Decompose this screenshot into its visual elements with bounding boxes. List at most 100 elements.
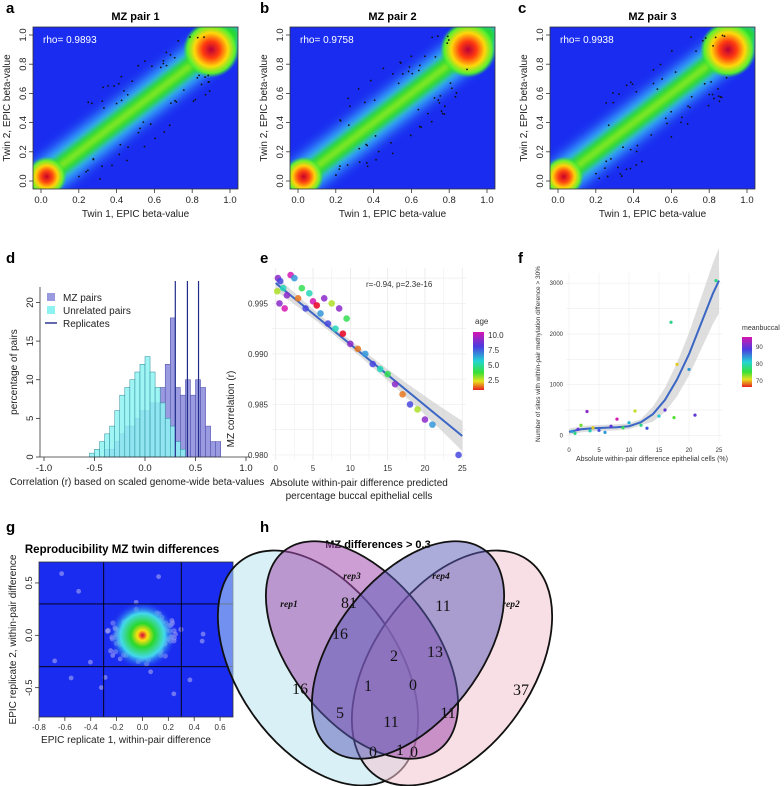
a-outlier-point xyxy=(174,99,176,102)
b-outlier-point xyxy=(346,164,349,166)
panel-f-scatter: 0 5 10 15 20 25 0 1000 2000 3000 Absolute within-p… xyxy=(535,247,780,463)
c-outlier-point xyxy=(710,80,712,83)
f-legend-tick-label: 80 xyxy=(756,362,763,368)
histogram-bar-mz xyxy=(200,387,206,458)
e-x-axis-label-line2: percentage buccal epithelial cells xyxy=(286,491,433,502)
a-outlier-point xyxy=(117,82,120,85)
f-data-point xyxy=(657,414,661,418)
histogram-bar-unrelated xyxy=(175,441,181,458)
b-outlier-point xyxy=(338,165,341,168)
b-outlier-point xyxy=(446,35,449,38)
a-outlier-point xyxy=(203,36,205,39)
b-outlier-point xyxy=(443,113,446,116)
b-rho-annotation: rho= 0.9758 xyxy=(300,35,354,46)
c-x-tick-label: 0.8 xyxy=(703,195,716,206)
e-data-point xyxy=(343,315,350,322)
e-data-point xyxy=(391,380,399,388)
c-outlier-point xyxy=(607,124,610,127)
venn-region-count: 13 xyxy=(427,644,443,661)
a-x-tick-label: 0.4 xyxy=(110,195,123,206)
a-outlier-point xyxy=(192,100,195,103)
b-x-tick-label: 0.6 xyxy=(405,195,418,206)
e-data-point xyxy=(276,300,283,307)
b-outlier-point xyxy=(365,143,368,146)
f-x-tick-label: 15 xyxy=(656,448,663,454)
a-x-axis-label: Twin 1, EPIC beta-value xyxy=(82,209,190,220)
e-data-point xyxy=(332,325,339,332)
g-outlier-point xyxy=(200,631,206,637)
f-data-point xyxy=(588,429,592,433)
f-confidence-ribbon xyxy=(569,247,719,435)
g-outlier-point xyxy=(68,675,74,681)
b-density-peak-0 xyxy=(290,156,324,189)
b-outlier-point xyxy=(410,55,413,58)
c-outlier-point xyxy=(670,110,673,113)
venn-region-count: 0 xyxy=(409,677,417,694)
c-outlier-point xyxy=(659,63,662,66)
e-y-tick-label: 0.990 xyxy=(248,350,269,359)
a-outlier-point xyxy=(154,137,157,140)
e-legend-tick-label: 10.0 xyxy=(488,331,504,340)
b-outlier-point xyxy=(430,120,433,123)
a-y-tick-label: 0.0 xyxy=(18,174,29,187)
c-outlier-point xyxy=(619,173,622,175)
f-x-tick-label: 10 xyxy=(626,448,633,454)
b-outlier-point xyxy=(423,55,426,58)
a-outlier-point xyxy=(170,102,172,105)
e-x-axis-label-line1: Absolute within-pair difference predicte… xyxy=(270,478,448,489)
c-outlier-point xyxy=(686,123,689,125)
f-data-point xyxy=(693,413,697,417)
c-outlier-point xyxy=(620,175,623,177)
panel-h-venn: MZ differences > 0.3 rep1 rep3 rep4 rep2 16 81… xyxy=(216,539,554,786)
g-outlier-point xyxy=(148,669,154,675)
c-outlier-point xyxy=(687,105,689,108)
g-outlier-point xyxy=(156,574,162,580)
a-outlier-point xyxy=(173,56,176,59)
g-outlier-point xyxy=(171,691,177,697)
b-outlier-point xyxy=(408,66,411,68)
b-outlier-point xyxy=(449,82,452,85)
c-outlier-point xyxy=(723,35,726,38)
c-outlier-point xyxy=(656,88,659,91)
e-legend-tick-label: 2.5 xyxy=(488,376,500,385)
a-y-tick-label: 0.2 xyxy=(18,145,29,158)
legend-label-mz: MZ pairs xyxy=(63,293,102,304)
venn-set-rep4 xyxy=(310,540,506,760)
b-outlier-point xyxy=(391,152,394,155)
c-y-tick-label: 1.0 xyxy=(535,28,546,41)
b-plot-area xyxy=(290,27,495,189)
g-x-tick-label: -0.8 xyxy=(32,723,46,732)
f-data-point xyxy=(585,409,589,414)
e-legend-tick-label: 5.0 xyxy=(488,361,500,370)
b-outlier-point xyxy=(339,119,342,122)
d-y-tick-label: 15 xyxy=(25,336,36,347)
c-outlier-point xyxy=(625,168,628,171)
b-y-axis-label: Twin 2, EPIC beta-value xyxy=(259,54,270,162)
histogram-bar-unrelated xyxy=(129,379,136,458)
a-y-tick-label: 1.0 xyxy=(18,28,29,41)
a-outlier-point xyxy=(175,101,178,103)
c-outlier-point xyxy=(712,45,714,47)
b-outlier-point xyxy=(366,165,369,168)
panel-d-histogram: -1.0 -0.5 0.0 0.5 1.0 0 5 10 15 20 Correlation (r)… xyxy=(9,281,264,488)
c-outlier-point xyxy=(652,69,655,71)
b-outlier-point xyxy=(447,39,450,41)
d-x-tick-label: 0.5 xyxy=(189,463,202,474)
c-outlier-point xyxy=(708,93,711,96)
c-outlier-point xyxy=(652,82,655,85)
venn-label-rep2: rep2 xyxy=(502,600,520,610)
e-legend-title: age xyxy=(475,317,489,326)
c-outlier-point xyxy=(635,90,638,93)
a-outlier-point xyxy=(159,66,162,69)
b-y-tick-label: 0.6 xyxy=(275,87,286,100)
e-data-point xyxy=(283,291,291,299)
histogram-bar-unrelated xyxy=(124,387,131,458)
c-x-tick-label: 0.0 xyxy=(551,195,564,206)
f-data-point xyxy=(579,423,583,427)
f-data-point xyxy=(663,408,667,412)
d-y-tick-label: 0 xyxy=(25,454,36,459)
d-y-tick-label: 10 xyxy=(25,374,36,385)
f-data-point xyxy=(639,423,643,427)
a-outlier-point xyxy=(87,101,90,104)
d-x-tick-label: -1.0 xyxy=(36,463,52,474)
